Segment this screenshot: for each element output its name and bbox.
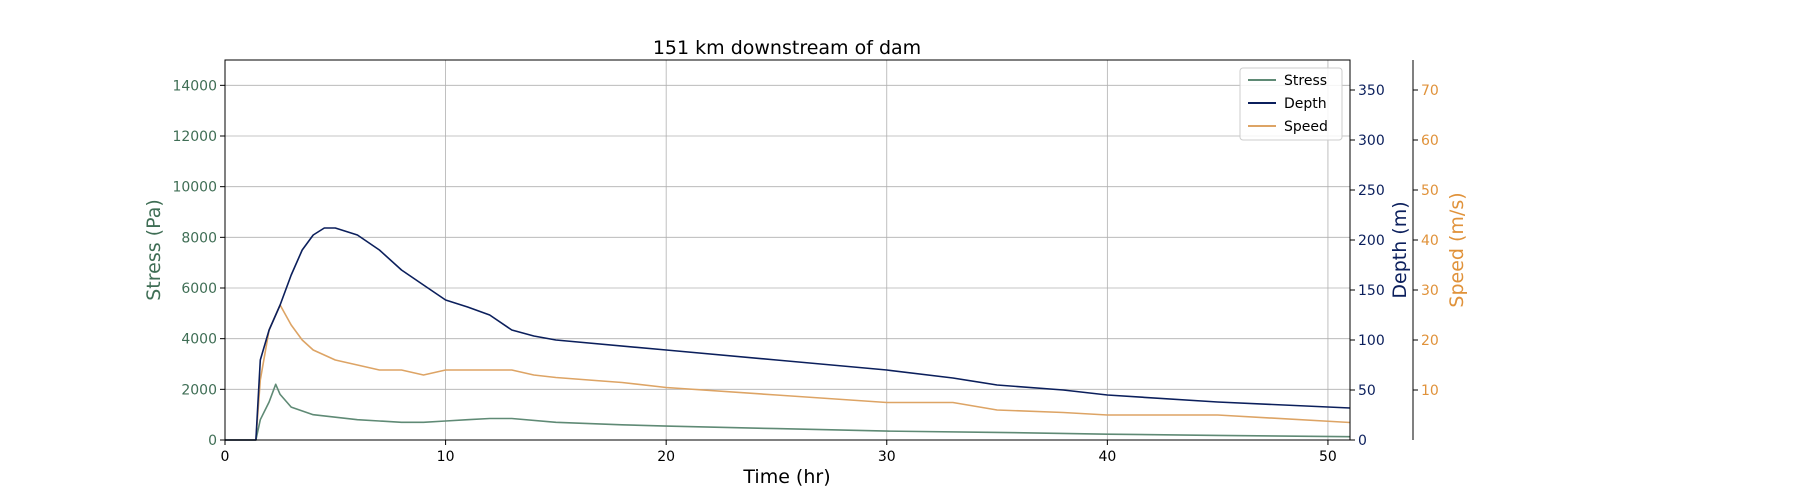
x-tick-label: 10 [437, 449, 455, 465]
y-axis-speed: 10 20 30 40 50 60 70 [1412, 60, 1439, 440]
y-tick-label-speed: 40 [1421, 233, 1439, 249]
y-tick-label-depth: 200 [1358, 233, 1385, 249]
y-tick-label-stress: 6000 [181, 281, 217, 297]
y-tick-label-speed: 60 [1421, 133, 1439, 149]
y-tick-label-speed: 70 [1421, 83, 1439, 99]
x-tick-label: 20 [657, 449, 675, 465]
x-tick-label: 40 [1098, 449, 1116, 465]
legend-label-stress: Stress [1284, 73, 1327, 89]
y-tick-label-stress: 10000 [172, 180, 217, 196]
y-axis-label-speed: Speed (m/s) [1446, 192, 1468, 307]
x-tick-label: 50 [1319, 449, 1337, 465]
grid [224, 60, 1350, 441]
y-tick-label-depth: 50 [1358, 383, 1376, 399]
chart-title: 151 km downstream of dam [653, 37, 921, 59]
y-tick-label-stress: 4000 [181, 332, 217, 348]
legend-label-depth: Depth [1284, 96, 1327, 112]
y-tick-label-depth: 0 [1358, 433, 1367, 449]
y-axis-label-stress: Stress (Pa) [143, 199, 165, 301]
series-line-depth [225, 227, 1351, 441]
y-tick-label-stress: 12000 [172, 129, 217, 145]
x-tick-label: 0 [221, 449, 230, 465]
y-axis-depth: 0 50 100 150 200 250 300 350 [1350, 83, 1385, 449]
y-tick-label-speed: 30 [1421, 283, 1439, 299]
legend-label-speed: Speed [1284, 119, 1328, 135]
y-tick-label-speed: 50 [1421, 183, 1439, 199]
y-tick-label-depth: 150 [1358, 283, 1385, 299]
y-tick-label-stress: 14000 [172, 78, 217, 94]
legend-box [1239, 67, 1343, 141]
y-tick-label-depth: 350 [1358, 83, 1385, 99]
legend: Stress Depth Speed [1239, 67, 1343, 141]
series-line-stress [225, 383, 1351, 441]
x-axis-label: Time (hr) [742, 466, 830, 488]
y-tick-label-speed: 20 [1421, 333, 1439, 349]
y-tick-label-depth: 300 [1358, 133, 1385, 149]
y-tick-label-speed: 10 [1421, 383, 1439, 399]
x-tick-label: 30 [878, 449, 896, 465]
series-layer [225, 227, 1351, 441]
y-tick-label-depth: 250 [1358, 183, 1385, 199]
plot-frame [224, 59, 1351, 441]
y-tick-label-stress: 0 [208, 433, 217, 449]
x-axis: 0 10 20 30 40 50 [221, 440, 1337, 465]
y-tick-label-stress: 2000 [181, 382, 217, 398]
series-line-speed [225, 304, 1351, 441]
y-tick-label-depth: 100 [1358, 333, 1385, 349]
y-axis-stress: 0 2000 4000 6000 8000 10000 12000 14000 [172, 78, 225, 449]
y-axis-label-depth: Depth (m) [1389, 201, 1411, 298]
y-tick-label-stress: 8000 [181, 230, 217, 246]
